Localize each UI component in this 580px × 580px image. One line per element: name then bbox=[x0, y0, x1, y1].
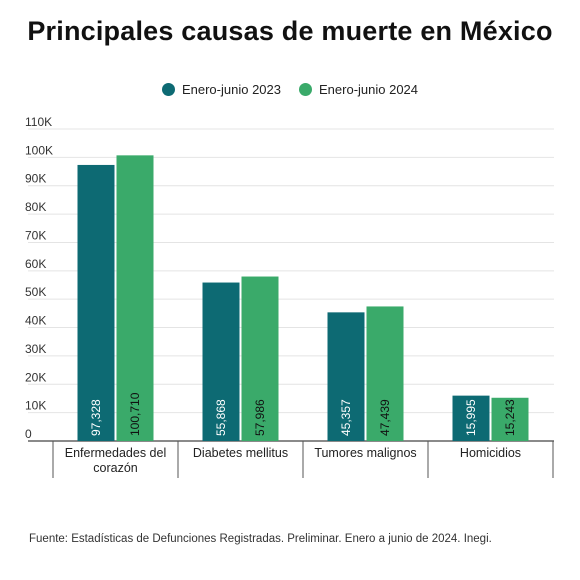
source-note: Fuente: Estadísticas de Defunciones Regi… bbox=[29, 533, 492, 545]
bar bbox=[202, 282, 240, 441]
data-label: 45,357 bbox=[339, 399, 353, 436]
y-tick-label: 100K bbox=[25, 143, 53, 157]
data-label: 97,328 bbox=[89, 399, 103, 436]
data-label: 100,710 bbox=[128, 392, 142, 436]
y-tick-label: 0 bbox=[25, 427, 32, 441]
bar bbox=[327, 312, 365, 441]
y-tick-label: 50K bbox=[25, 285, 46, 299]
legend-label-2023: Enero-junio 2023 bbox=[181, 82, 281, 97]
data-label: 57,986 bbox=[253, 399, 267, 436]
y-tick-label: 30K bbox=[25, 342, 46, 356]
data-label: 15,243 bbox=[503, 399, 517, 436]
data-label: 15,995 bbox=[464, 399, 478, 436]
data-label: 47,439 bbox=[378, 399, 392, 436]
bar bbox=[116, 155, 154, 441]
bar bbox=[491, 397, 529, 441]
y-tick-label: 110K bbox=[25, 115, 52, 129]
category-label: Diabetes mellitus bbox=[193, 446, 288, 460]
legend-item-2023: Enero-junio 2023 bbox=[161, 82, 281, 97]
bar-chart: 0 10K 20K 30K 40K 50K 60K 70K 80K 90K 100K 110K 97,3… bbox=[25, 115, 554, 478]
y-tick-label: 20K bbox=[25, 370, 46, 384]
chart-title: Principales causas de muerte en México bbox=[27, 16, 553, 46]
bar bbox=[366, 306, 404, 441]
y-tick-label: 40K bbox=[25, 314, 46, 328]
legend-label-2024: Enero-junio 2024 bbox=[319, 82, 419, 97]
legend-item-2024: Enero-junio 2024 bbox=[299, 82, 418, 97]
y-tick-label: 10K bbox=[25, 399, 46, 413]
y-tick-label: 70K bbox=[25, 228, 46, 242]
category-label: Tumores malignos bbox=[314, 446, 416, 460]
y-tick-label: 90K bbox=[25, 172, 46, 186]
y-tick-label: 80K bbox=[25, 200, 46, 214]
data-label: 55,868 bbox=[214, 399, 228, 436]
bar bbox=[241, 276, 279, 441]
y-tick-label: 60K bbox=[25, 257, 46, 271]
category-label: Homicidios bbox=[460, 446, 521, 460]
bar bbox=[77, 164, 115, 442]
category-label: Enfermedades del bbox=[65, 446, 166, 460]
legend: Enero-junio 2023 Enero-junio 2024 bbox=[0, 82, 580, 97]
legend-swatch-2023 bbox=[161, 83, 175, 96]
legend-swatch-2024 bbox=[299, 83, 312, 96]
category-label: corazón bbox=[93, 461, 138, 475]
bar bbox=[452, 395, 490, 441]
